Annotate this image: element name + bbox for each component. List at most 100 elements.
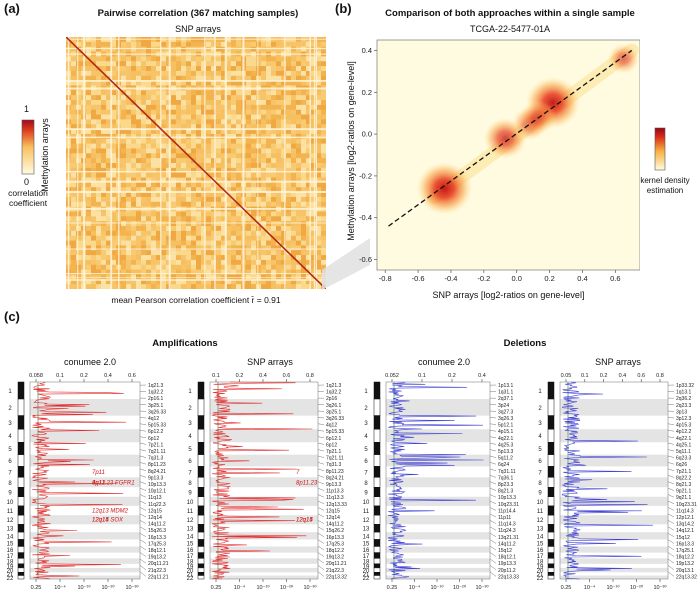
heatmap-cell <box>316 274 322 280</box>
heatmap-cell <box>231 104 237 110</box>
heatmap-cell <box>316 133 322 140</box>
heatmap-cell <box>201 284 207 289</box>
heatmap-cell <box>251 114 257 120</box>
heatmap-cell <box>161 274 167 280</box>
heatmap-cell <box>296 114 302 120</box>
heatmap-cell <box>306 274 312 280</box>
heatmap-cell <box>136 148 142 154</box>
heatmap-cell <box>111 70 117 77</box>
peak-leader-line <box>489 481 497 485</box>
heatmap-cell <box>156 104 162 110</box>
heatmap-cell <box>106 158 112 164</box>
heatmap-cell <box>76 124 82 130</box>
heatmap-cell <box>151 95 157 101</box>
heatmap-cell <box>291 216 297 222</box>
heatmap-cell <box>186 259 192 266</box>
chromosome-ideogram <box>17 496 25 507</box>
heatmap-cell <box>231 259 237 266</box>
heatmap-cell <box>276 264 282 270</box>
heatmap-cell <box>271 56 277 62</box>
heatmap-cell <box>101 163 107 169</box>
heatmap-cell <box>181 211 187 217</box>
heatmap-cell <box>191 90 197 96</box>
heatmap-cell <box>91 100 97 106</box>
heatmap-cell <box>281 235 287 241</box>
heatmap-cell <box>186 240 192 246</box>
chromosome-band <box>386 399 490 416</box>
heatmap-cell <box>171 187 177 193</box>
heatmap-cell <box>161 192 167 198</box>
heatmap-cell <box>246 196 252 203</box>
heatmap-cell <box>281 61 287 67</box>
heatmap-cell <box>166 104 172 110</box>
heatmap-cell <box>276 167 282 173</box>
heatmap-cell <box>146 187 152 193</box>
heatmap-cell <box>246 138 252 144</box>
heatmap-cell <box>226 235 232 241</box>
heatmap-cell <box>206 143 212 149</box>
heatmap-cell <box>301 90 307 96</box>
heatmap-stripe <box>66 80 326 82</box>
heatmap-cell <box>286 109 292 115</box>
heatmap-cell <box>161 240 167 246</box>
heatmap-cell <box>271 167 277 173</box>
heatmap-cell <box>216 138 222 144</box>
heatmap-cell <box>226 279 232 285</box>
heatmap-cell <box>266 104 272 110</box>
heatmap-cell <box>126 158 132 164</box>
heatmap-cell <box>136 221 142 227</box>
chromosome-ideogram <box>17 487 25 497</box>
heatmap-cell <box>131 148 137 154</box>
heatmap-cell <box>161 158 167 164</box>
heatmap-cell <box>231 163 237 169</box>
heatmap-cell <box>106 56 112 62</box>
chromosome-ideogram <box>547 505 555 516</box>
heatmap-cell <box>106 138 112 144</box>
heatmap-cell <box>151 163 157 169</box>
heatmap-cell <box>301 196 307 203</box>
heatmap-cell <box>296 284 302 289</box>
heatmap-cell <box>71 182 77 188</box>
heatmap-cell <box>191 211 197 217</box>
peak-label: 6p12 <box>148 436 159 442</box>
heatmap-cell <box>301 114 307 120</box>
heatmap-cell <box>76 148 82 154</box>
heatmap-cell <box>121 109 127 115</box>
heatmap-cell <box>301 284 307 289</box>
heatmap-cell <box>76 133 82 140</box>
heatmap-cell <box>111 100 117 106</box>
heatmap-cell <box>86 80 92 86</box>
heatmap-cell <box>156 284 162 289</box>
heatmap-cell <box>171 279 177 285</box>
heatmap-cell <box>231 100 237 106</box>
peak-label: 4q22.1 <box>676 436 692 442</box>
heatmap-cell <box>261 172 267 178</box>
heatmap-cell <box>311 250 317 256</box>
chromosome-ideogram <box>197 466 205 478</box>
heatmap-cell <box>141 216 147 222</box>
heatmap-cell <box>136 95 142 101</box>
heatmap-cell <box>86 41 92 47</box>
heatmap-cell <box>211 221 217 227</box>
chromosome-number: 16 <box>537 548 544 554</box>
heatmap-cell <box>206 226 212 232</box>
heatmap-cell <box>276 104 282 110</box>
heatmap-cell <box>206 201 212 207</box>
gistic-signal-trace <box>211 381 313 580</box>
peak-label: 21q22.3 <box>148 568 166 574</box>
heatmap-cell <box>96 172 102 178</box>
heatmap-cell <box>206 61 212 67</box>
heatmap-cell <box>121 80 127 86</box>
heatmap-cell <box>121 163 127 169</box>
heatmap-cell <box>281 226 287 232</box>
panel-b-subtitle: TCGA-22-5477-01A <box>469 24 551 34</box>
heatmap-cell <box>141 129 147 135</box>
heatmap-cell <box>101 61 107 67</box>
heatmap-cell <box>141 114 147 120</box>
heatmap-cell <box>266 255 272 261</box>
heatmap-cell <box>301 100 307 106</box>
heatmap-cell <box>146 143 152 149</box>
heatmap-cell <box>111 245 117 251</box>
heatmap-cell <box>186 138 192 144</box>
heatmap-cell <box>86 177 92 183</box>
